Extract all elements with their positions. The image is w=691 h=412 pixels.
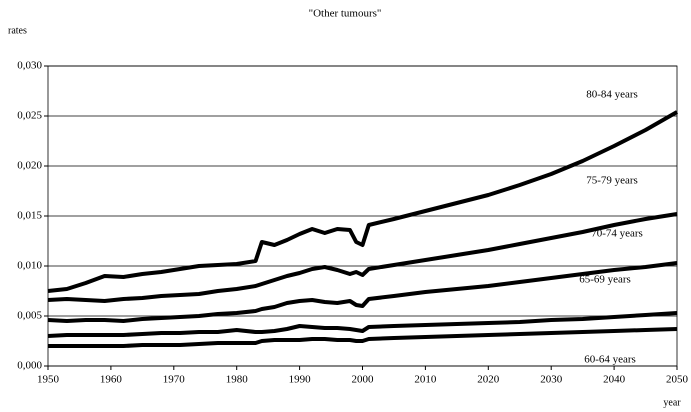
series-label: 65-69 years <box>579 274 631 286</box>
y-tick-label: 0,005 <box>17 310 42 322</box>
series-line <box>47 212 678 303</box>
series-label: 60-64 years <box>584 354 636 366</box>
y-tick-label: 0,030 <box>17 60 42 72</box>
x-tick-label: 1970 <box>163 374 186 386</box>
y-tick-label: 0,015 <box>17 210 42 222</box>
x-tick-label: 2040 <box>603 374 626 386</box>
x-tick-label: 2030 <box>540 374 563 386</box>
series-label: 80-84 years <box>586 89 638 101</box>
series-line <box>48 327 678 348</box>
x-tick-label: 1960 <box>100 374 123 386</box>
y-tick-label: 0,000 <box>17 360 42 372</box>
x-tick-label: 2010 <box>414 374 437 386</box>
y-tick-label: 0,010 <box>17 260 42 272</box>
x-axis-label: year <box>663 397 681 408</box>
y-tick-label: 0,020 <box>17 160 42 172</box>
series-line <box>47 311 678 338</box>
series-line <box>47 261 678 323</box>
series-label: 70-74 years <box>591 228 643 240</box>
x-tick-label: 2000 <box>352 374 375 386</box>
chart-title: "Other tumours" <box>309 8 382 20</box>
x-tick-label: 2020 <box>477 374 500 386</box>
series-line <box>47 110 678 293</box>
y-axis-label: rates <box>8 25 27 36</box>
x-tick-label: 1990 <box>289 374 312 386</box>
x-tick-label: 1980 <box>226 374 249 386</box>
x-tick-label: 1950 <box>37 374 60 386</box>
y-tick-label: 0,025 <box>17 110 42 122</box>
series-label: 75-79 years <box>586 175 638 187</box>
x-tick-label: 2050 <box>666 374 689 386</box>
